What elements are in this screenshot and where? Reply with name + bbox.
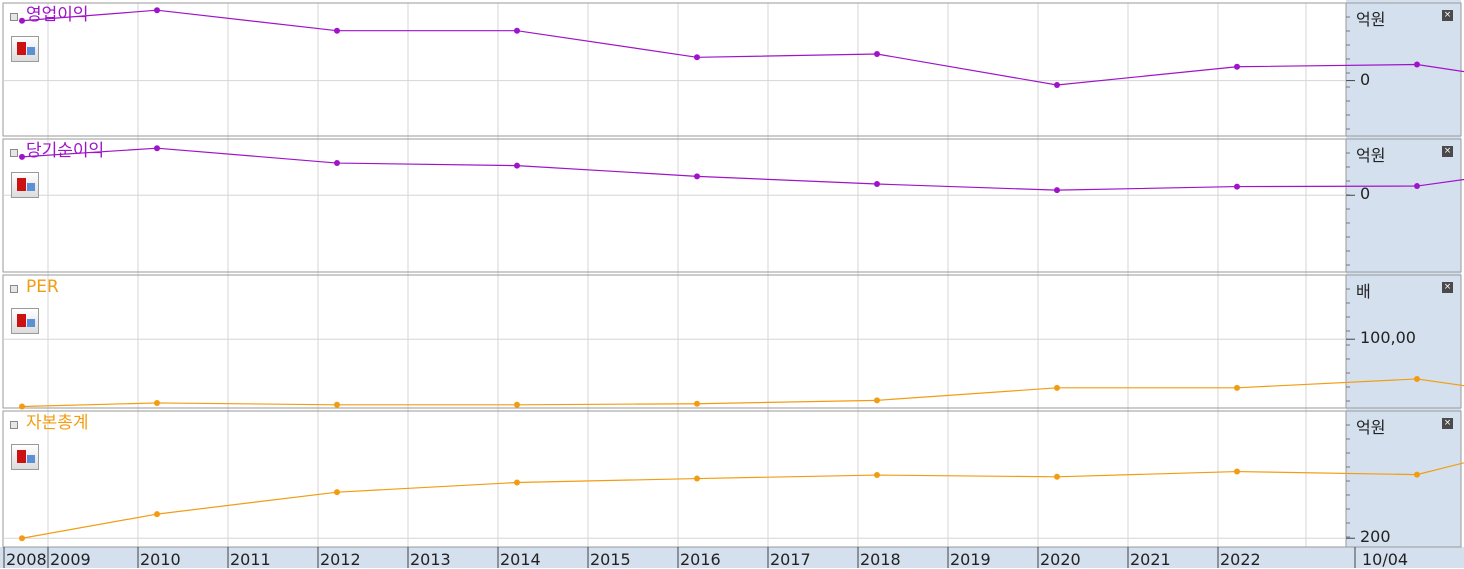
data-point: [1234, 468, 1240, 475]
data-point: [19, 17, 25, 24]
x-tick-label: 2009: [50, 550, 91, 569]
x-tick-label: 2011: [230, 550, 271, 569]
data-point: [514, 27, 520, 34]
data-point: [874, 397, 880, 404]
data-point: [1054, 187, 1060, 194]
unit-label: 억원: [1356, 146, 1386, 165]
data-point: [334, 160, 340, 167]
x-tick-label: 2018: [860, 550, 901, 569]
series-line: [21, 147, 1464, 191]
x-tick-label: 2021: [1130, 550, 1171, 569]
data-point: [1054, 384, 1060, 391]
bar-chart-icon[interactable]: [11, 444, 39, 470]
data-point: [154, 511, 160, 518]
data-point: [154, 399, 160, 406]
data-point: [1414, 471, 1420, 478]
data-point: [154, 7, 160, 14]
data-point: [1234, 183, 1240, 190]
data-point: [694, 475, 700, 482]
panel-frame: [2, 138, 1462, 273]
data-point: [514, 479, 520, 486]
data-point: [1414, 61, 1420, 68]
y-tick-label: 0: [1360, 184, 1371, 204]
close-icon[interactable]: ×: [1442, 418, 1453, 429]
blue-bar-icon-part: [27, 47, 35, 55]
square-icon: [10, 285, 18, 293]
data-point: [334, 489, 340, 496]
current-date-label: 10/04: [1362, 550, 1409, 569]
blue-bar-icon-part: [27, 319, 35, 327]
red-bar-icon-part: [17, 450, 26, 463]
series-line: [21, 378, 1464, 408]
data-point: [874, 181, 880, 188]
close-icon[interactable]: ×: [1442, 282, 1453, 293]
y-tick-label: 100,00: [1360, 328, 1416, 348]
data-point: [1414, 375, 1420, 382]
bar-chart-icon[interactable]: [11, 172, 39, 198]
data-point: [874, 50, 880, 57]
x-tick-label: 2016: [680, 550, 721, 569]
y-tick-label: 0: [1360, 69, 1371, 89]
unit-label: 억원: [1356, 418, 1386, 437]
red-bar-icon-part: [17, 178, 26, 191]
panel-frame: [2, 2, 1462, 137]
x-tick-label: 2014: [500, 550, 541, 569]
red-bar-icon-part: [17, 314, 26, 327]
unit-label: 억원: [1356, 10, 1386, 29]
blue-bar-icon-part: [27, 183, 35, 191]
panel-frame: [2, 274, 1462, 409]
series-line: [21, 9, 1464, 86]
close-icon[interactable]: ×: [1442, 10, 1453, 21]
x-tick-label: 2020: [1040, 550, 1081, 569]
x-axis-strip: [0, 547, 1464, 568]
data-point: [1234, 63, 1240, 70]
square-icon: [10, 421, 18, 429]
data-point: [1234, 384, 1240, 391]
panel-title: 당기순이익: [26, 141, 105, 161]
y-tick-label: 200: [1360, 527, 1391, 547]
data-point: [334, 401, 340, 408]
x-tick-label: 2022: [1220, 550, 1261, 569]
data-point: [874, 472, 880, 479]
x-tick-label: 2013: [410, 550, 451, 569]
data-point: [694, 173, 700, 180]
square-icon: [10, 13, 18, 21]
bar-chart-icon[interactable]: [11, 36, 39, 62]
data-point: [19, 153, 25, 160]
data-point: [19, 535, 25, 542]
panel-title: PER: [26, 277, 59, 297]
panel-title: 자본총계: [26, 413, 89, 433]
data-point: [694, 400, 700, 407]
bar-chart-icon[interactable]: [11, 308, 39, 334]
data-point: [154, 145, 160, 152]
series-line: [21, 462, 1464, 539]
x-tick-label: 2010: [140, 550, 181, 569]
unit-label: 배: [1356, 282, 1371, 301]
close-icon[interactable]: ×: [1442, 146, 1453, 157]
square-icon: [10, 149, 18, 157]
x-tick-label: 2019: [950, 550, 991, 569]
x-tick-label: 2017: [770, 550, 811, 569]
data-point: [19, 403, 25, 410]
data-point: [694, 54, 700, 61]
data-point: [514, 401, 520, 408]
data-point: [1054, 82, 1060, 89]
x-tick-label: 2015: [590, 550, 631, 569]
panel-frame: [2, 410, 1462, 548]
red-bar-icon-part: [17, 42, 26, 55]
x-tick-label: 2012: [320, 550, 361, 569]
data-point: [1414, 183, 1420, 190]
panel-title: 영업이익: [26, 5, 89, 25]
blue-bar-icon-part: [27, 455, 35, 463]
data-point: [1054, 473, 1060, 480]
x-tick-label: 2008: [6, 550, 47, 569]
data-point: [334, 27, 340, 34]
data-point: [514, 162, 520, 169]
